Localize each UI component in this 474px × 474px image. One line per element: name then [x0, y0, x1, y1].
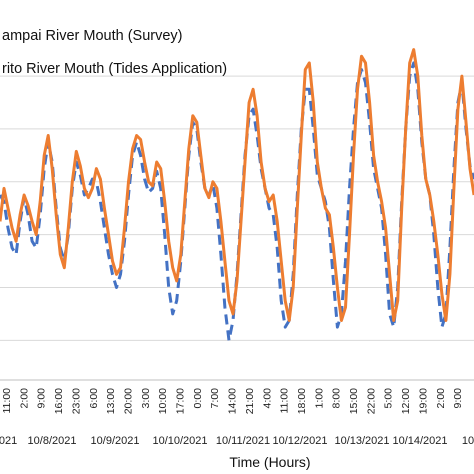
series-line-survey: [0, 48, 474, 322]
x-tick-label: 11:00: [279, 388, 291, 414]
x-tick-label: 2:00: [18, 388, 30, 409]
x-tick-label: 12:00: [400, 388, 412, 414]
date-label: 021: [0, 435, 17, 447]
date-label: 10/8/2021: [28, 435, 77, 447]
x-tick-label: 5:00: [383, 388, 395, 409]
x-tick-label: 8:00: [331, 388, 343, 409]
date-label: 10/12/2021: [272, 435, 327, 447]
x-tick-label: 21:00: [244, 388, 256, 414]
x-tick-label: 0:00: [192, 388, 204, 409]
x-tick-label: 2:00: [435, 388, 447, 409]
x-tick-label: 19:00: [417, 388, 429, 414]
gridlines: [0, 75, 474, 381]
date-label: 10: [462, 435, 474, 447]
x-tick-label: 14:00: [227, 388, 239, 414]
legend: ampai River Mouth (Survey) rito River Mo…: [2, 28, 227, 77]
x-axis-title: Time (Hours): [229, 454, 310, 470]
x-tick-label: 16:00: [53, 388, 65, 414]
date-label: 10/13/2021: [334, 435, 389, 447]
x-tick-label: 9:00: [36, 388, 48, 409]
x-tick-label: 15:00: [348, 388, 360, 414]
x-tick-label: 4:00: [261, 388, 273, 409]
x-tick-label: 18:00: [296, 388, 308, 414]
date-label: 10/10/2021: [152, 435, 207, 447]
x-tick-labels: 11:00 2:00 9:00 16:00 23:00 6:00 13:00 20:00 3:0…: [1, 388, 464, 414]
x-tick-label: 10:00: [157, 388, 169, 414]
date-labels: 021 10/8/2021 10/9/2021 10/10/2021 10/11/202…: [0, 435, 474, 447]
date-label: 10/14/2021: [392, 435, 447, 447]
x-tick-label: 7:00: [209, 388, 221, 409]
date-label: 10/9/2021: [91, 435, 140, 447]
x-tick-label: 9:00: [452, 388, 464, 409]
date-label: 10/11/2021: [216, 435, 270, 447]
x-tick-label: 13:00: [105, 388, 117, 414]
legend-entry-tides: rito River Mouth (Tides Application): [2, 61, 227, 77]
legend-entry-survey: ampai River Mouth (Survey): [2, 28, 183, 44]
x-tick-label: 11:00: [1, 388, 13, 414]
x-tick-label: 6:00: [88, 388, 100, 409]
x-tick-label: 3:00: [140, 388, 152, 409]
x-tick-label: 20:00: [123, 388, 135, 414]
x-tick-label: 1:00: [313, 388, 325, 409]
series-layer: [0, 48, 474, 342]
x-tick-label: 23:00: [70, 388, 82, 414]
x-tick-label: 22:00: [365, 388, 377, 414]
x-tick-label: 17:00: [175, 388, 187, 414]
